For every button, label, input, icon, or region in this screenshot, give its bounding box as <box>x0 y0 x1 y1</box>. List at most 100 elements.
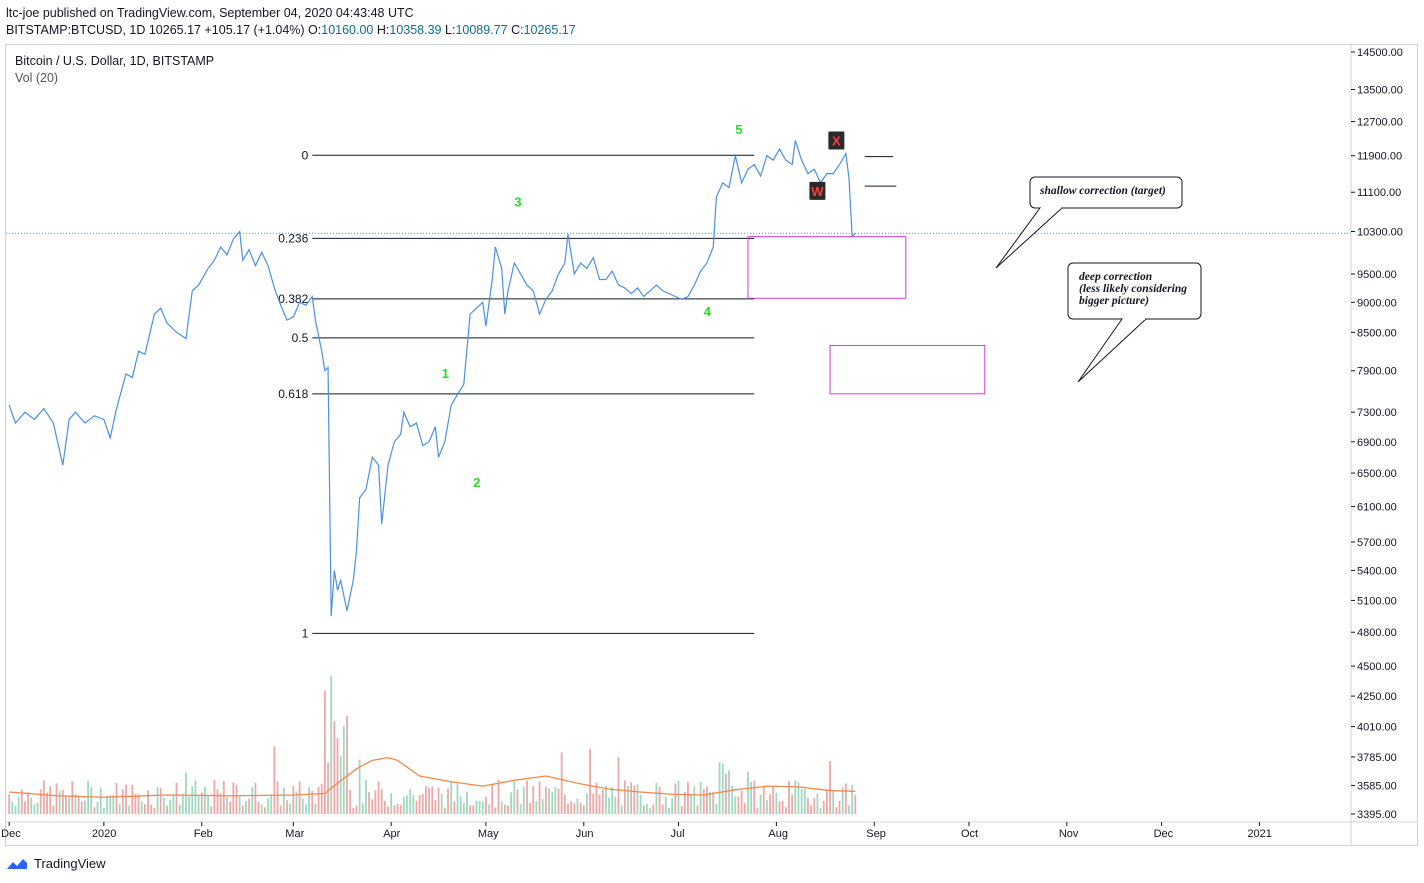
volume-bar <box>519 804 522 814</box>
volume-bar <box>668 807 670 814</box>
volume-bar <box>55 783 58 814</box>
volume-bar <box>153 807 156 814</box>
volume-bar <box>226 797 228 814</box>
volume-bar <box>99 787 102 814</box>
volume-bar <box>121 789 124 814</box>
volume-bar <box>295 791 298 814</box>
volume-bar <box>586 793 588 814</box>
volume-bar <box>156 787 159 814</box>
volume-bar <box>807 798 809 814</box>
volume-bar <box>450 780 453 814</box>
volume-bar <box>428 787 430 814</box>
volume-bar <box>721 763 724 814</box>
volume-bar <box>462 803 465 814</box>
y-tick-label: 9000.00 <box>1357 297 1397 309</box>
volume-bar <box>267 798 269 814</box>
x-tick-label: Dec <box>1154 828 1174 840</box>
y-tick-label: 3395.00 <box>1357 809 1397 821</box>
y-tick-label: 14500.00 <box>1357 47 1403 59</box>
volume-bar <box>548 788 550 814</box>
ohlc-row: BITSTAMP:BTCUSD, 1D 10265.17 +105.17 (+1… <box>6 22 576 39</box>
volume-bar <box>481 801 484 814</box>
volume-bar <box>232 782 235 814</box>
volume-bar <box>699 781 702 814</box>
volume-bar <box>582 805 585 814</box>
volume-bar <box>109 795 112 814</box>
volume-bar <box>706 786 708 814</box>
footer: TradingView <box>6 856 106 871</box>
volume-bar <box>346 715 348 814</box>
volume-bar <box>494 807 497 814</box>
volume-bar <box>333 721 336 814</box>
volume-bar <box>734 796 737 814</box>
volume-bar <box>342 726 345 814</box>
volume-bar <box>488 804 490 814</box>
y-tick-label: 8500.00 <box>1357 327 1397 339</box>
volume-bar <box>832 790 835 814</box>
volume-bar <box>702 789 705 814</box>
y-tick-label: 3785.00 <box>1357 752 1397 764</box>
volume-bar <box>84 800 86 814</box>
volume-bar <box>323 690 326 814</box>
volume-bar <box>80 801 83 814</box>
volume-bar <box>33 804 36 814</box>
volume-bar <box>737 796 740 814</box>
volume-bar <box>276 781 279 814</box>
volume-bar <box>270 794 273 814</box>
volume-bar <box>245 800 247 814</box>
volume-bar <box>30 797 33 814</box>
volume-bar <box>595 782 598 814</box>
shallow-target-box <box>747 236 907 299</box>
volume-bar <box>390 793 393 814</box>
volume-bar <box>608 798 610 814</box>
volume-bar <box>715 804 718 814</box>
volume-bar <box>24 801 26 814</box>
volume-bar <box>589 749 591 814</box>
volume-bar <box>197 795 200 814</box>
volume-bar <box>747 771 749 814</box>
volume-bar <box>639 794 642 814</box>
volume-bar <box>200 792 203 814</box>
y-tick-label: 6100.00 <box>1357 501 1397 513</box>
high-value: 10358.39 <box>389 23 442 37</box>
volume-bar <box>731 785 734 814</box>
volume-bar <box>235 784 238 814</box>
volume-bar <box>772 786 775 814</box>
volume-bar <box>434 800 437 814</box>
volume-bar <box>282 787 285 814</box>
volume-bar <box>339 755 342 814</box>
volume-bar <box>144 804 146 814</box>
y-tick-label: 9500.00 <box>1357 269 1397 281</box>
volume-bar <box>623 780 626 814</box>
volume-bar <box>137 794 140 814</box>
wave-label: 4 <box>704 304 712 319</box>
wave-label: 1 <box>442 366 449 381</box>
volume-bar <box>361 803 364 814</box>
volume-bar <box>241 805 244 814</box>
volume-bar <box>118 803 121 814</box>
volume-bar <box>485 796 487 814</box>
volume-bar <box>677 780 680 814</box>
volume-bar <box>257 801 260 814</box>
y-tick-label: 6500.00 <box>1357 468 1397 480</box>
volume-bar <box>125 784 127 814</box>
volume-bar <box>825 789 828 814</box>
volume-bar <box>784 807 787 814</box>
chart-frame <box>5 44 1418 846</box>
volume-bar <box>210 806 213 814</box>
volume-bar <box>365 780 367 814</box>
volume-bar <box>172 795 175 814</box>
volume-bar <box>14 805 17 814</box>
y-tick-label: 4250.00 <box>1357 691 1397 703</box>
volume-bar <box>743 803 746 814</box>
volume-bar <box>11 801 14 814</box>
callout-tail <box>995 207 1063 269</box>
volume-bar <box>87 780 89 814</box>
volume-bar <box>8 794 11 814</box>
volume-bar <box>617 757 620 814</box>
volume-bar <box>74 794 77 814</box>
volume-bar <box>497 780 500 814</box>
x-tick-label: Feb <box>194 828 213 840</box>
volume-bar <box>162 797 165 814</box>
